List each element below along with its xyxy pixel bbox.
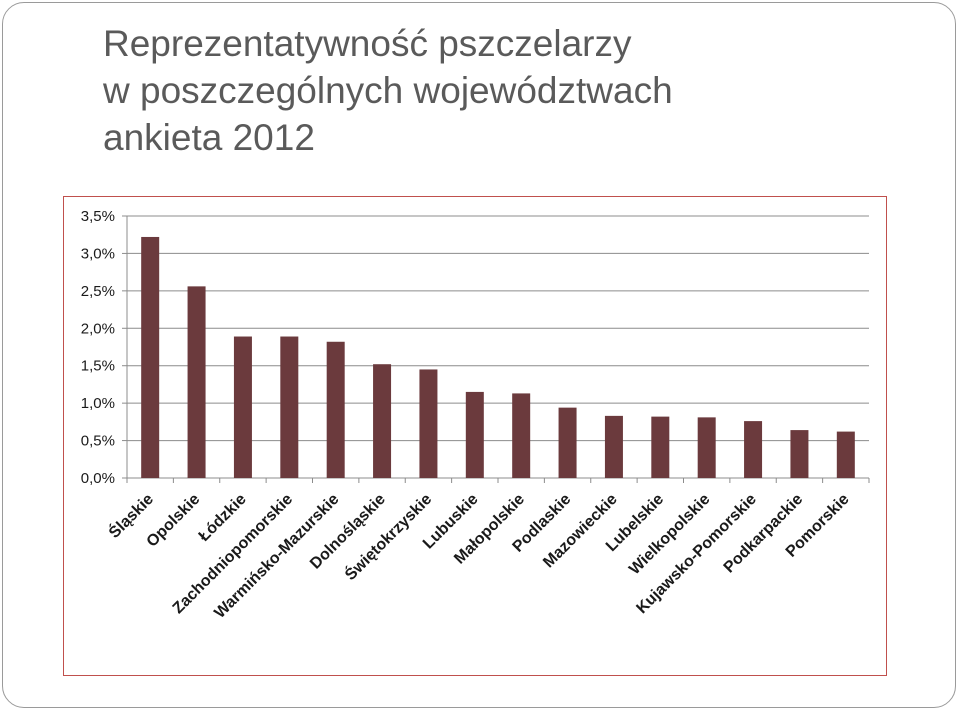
title-line-2: w poszczególnych województwach — [103, 70, 673, 111]
bar — [512, 393, 531, 478]
bar — [604, 415, 623, 478]
y-tick-label: 2,0% — [81, 320, 115, 337]
y-tick-label: 3,0% — [81, 245, 115, 262]
chart-area — [63, 196, 887, 676]
title-line-3: ankieta 2012 — [103, 117, 315, 158]
y-tick-label: 1,0% — [81, 395, 115, 412]
bar — [790, 430, 809, 478]
bar — [651, 416, 670, 478]
bar — [419, 369, 438, 478]
page-title: Reprezentatywność pszczelarzy w poszczeg… — [103, 20, 673, 161]
x-tick-label: Podkarpackie — [721, 491, 807, 577]
bar — [280, 336, 299, 478]
title-line-1: Reprezentatywność pszczelarzy — [103, 23, 632, 64]
bar — [187, 286, 206, 478]
bar — [697, 417, 716, 478]
bar — [465, 391, 484, 478]
bar — [141, 236, 160, 478]
bar — [836, 431, 855, 478]
y-tick-label: 1,5% — [81, 358, 115, 375]
x-tick-labels: ŚląskieOpolskieŁódzkieZachodniopomorskie… — [105, 489, 853, 622]
bar — [373, 364, 392, 478]
bars — [141, 236, 855, 478]
y-tick-label: 0,0% — [81, 470, 115, 487]
y-tick-label: 2,5% — [81, 283, 115, 300]
y-tick-label: 3,5% — [81, 208, 115, 225]
y-tick-label: 0,5% — [81, 433, 115, 450]
bar — [326, 341, 345, 478]
bar — [744, 421, 763, 478]
bar — [558, 407, 577, 478]
x-tick-label: Wielkopolskie — [626, 491, 713, 578]
y-tick-labels: 0,0% 0,5% 1,0% 1,5% 2,0% 2,5% 3,0% 3,5% — [81, 208, 115, 487]
bar — [233, 336, 252, 478]
